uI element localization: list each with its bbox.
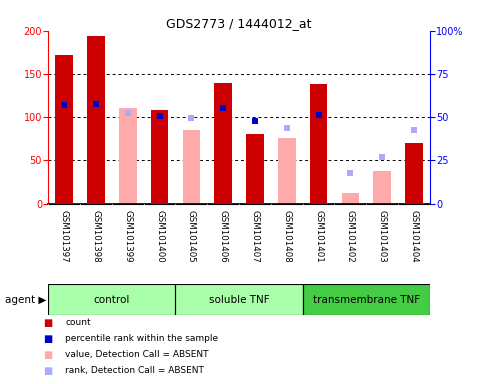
Bar	[303, 284, 430, 315]
Bar	[183, 130, 200, 204]
Bar	[56, 55, 73, 204]
Bar	[48, 284, 175, 315]
Bar	[310, 84, 327, 204]
Text: GSM101407: GSM101407	[251, 210, 259, 263]
Text: count: count	[65, 318, 91, 327]
Text: GSM101405: GSM101405	[187, 210, 196, 263]
Text: GSM101402: GSM101402	[346, 210, 355, 263]
Bar	[175, 284, 303, 315]
Text: GSM101400: GSM101400	[155, 210, 164, 263]
Text: transmembrane TNF: transmembrane TNF	[313, 295, 420, 305]
Text: control: control	[94, 295, 130, 305]
Text: ■: ■	[43, 318, 53, 328]
Text: soluble TNF: soluble TNF	[209, 295, 270, 305]
Text: ■: ■	[43, 334, 53, 344]
Text: ■: ■	[43, 366, 53, 376]
Text: GSM101398: GSM101398	[91, 210, 100, 263]
Bar	[214, 83, 232, 204]
Text: GSM101404: GSM101404	[410, 210, 418, 263]
Bar	[373, 170, 391, 204]
Text: GSM101399: GSM101399	[123, 210, 132, 263]
Bar	[341, 193, 359, 204]
Bar	[87, 36, 105, 204]
Bar	[278, 138, 296, 204]
Bar	[405, 143, 423, 204]
Text: GSM101397: GSM101397	[60, 210, 69, 263]
Text: agent ▶: agent ▶	[5, 295, 46, 305]
Bar	[151, 110, 169, 204]
Text: rank, Detection Call = ABSENT: rank, Detection Call = ABSENT	[65, 366, 204, 376]
Bar	[119, 108, 137, 204]
Bar	[246, 134, 264, 204]
Text: GSM101408: GSM101408	[282, 210, 291, 263]
Text: GSM101406: GSM101406	[219, 210, 227, 263]
Text: value, Detection Call = ABSENT: value, Detection Call = ABSENT	[65, 350, 209, 359]
Title: GDS2773 / 1444012_at: GDS2773 / 1444012_at	[166, 17, 312, 30]
Text: ■: ■	[43, 350, 53, 360]
Text: GSM101403: GSM101403	[378, 210, 387, 263]
Text: percentile rank within the sample: percentile rank within the sample	[65, 334, 218, 343]
Text: GSM101401: GSM101401	[314, 210, 323, 263]
